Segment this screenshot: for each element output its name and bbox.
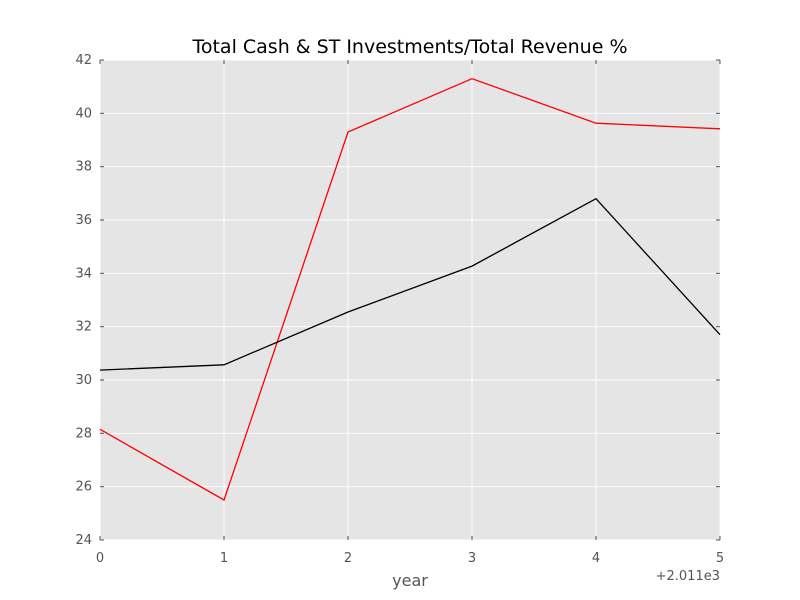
x-tick-label: 4: [592, 551, 600, 566]
y-tick-label: 40: [75, 106, 92, 121]
series-line-1: [99, 78, 721, 501]
series-line-2: [99, 197, 721, 371]
plot-background: [100, 60, 720, 540]
y-tick-label: 34: [75, 266, 92, 281]
grid-lines: [99, 59, 721, 541]
x-tick-label: 1: [220, 551, 228, 566]
chart-title: Total Cash & ST Investments/Total Revenu…: [191, 36, 627, 58]
y-tick-label: 36: [75, 213, 92, 228]
x-axis-label: year: [392, 571, 428, 590]
y-tick-labels: 24 26 28 30 32 34 36 38 40 42: [75, 53, 92, 548]
x-tick-label: 2: [344, 551, 352, 566]
y-tick-label: 28: [75, 426, 92, 441]
x-offset-label: +2.011e3: [656, 569, 720, 584]
y-tick-label: 26: [75, 480, 92, 495]
y-tick-label: 42: [75, 53, 92, 68]
x-tick-labels: 0 1 2 3 4 5: [96, 551, 724, 566]
y-tick-label: 38: [75, 160, 92, 175]
x-tick-label: 5: [716, 551, 724, 566]
series-lines: [99, 78, 721, 501]
x-tick-label: 0: [96, 551, 104, 566]
y-tick-label: 32: [75, 320, 92, 335]
tick-marks: [99, 59, 721, 541]
y-tick-label: 30: [75, 373, 92, 388]
y-tick-label: 24: [75, 533, 92, 548]
x-tick-label: 3: [468, 551, 476, 566]
